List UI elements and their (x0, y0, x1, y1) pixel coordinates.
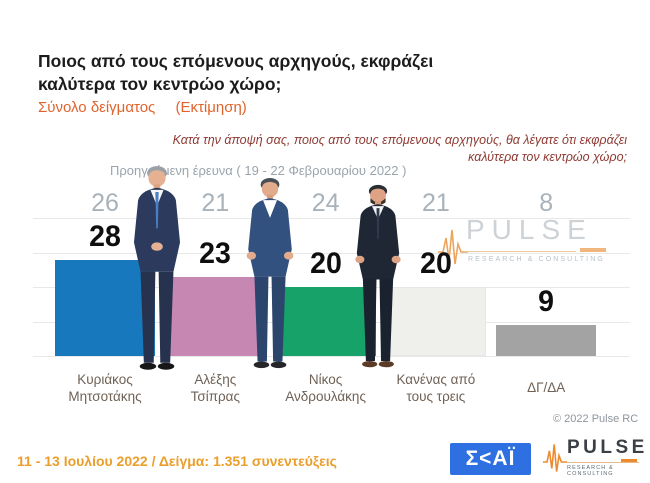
pulse-watermark-word: PULSE (466, 214, 593, 245)
subtitle: Σύνολο δείγματος (Εκτίμηση) (38, 99, 247, 116)
prev-value-androulakis: 24 (311, 189, 340, 217)
category-line: Μητσοτάκης (68, 388, 142, 404)
skai-logo-text: Σ<ΑΪ (465, 447, 516, 470)
category-line: Νίκος (308, 372, 343, 387)
category-label-mitsotakis: Κυριάκος Μητσοτάκης (43, 372, 167, 405)
copyright-note: © 2022 Pulse RC (553, 413, 639, 425)
category-label-dk-na: ΔΓ/ΔΑ (484, 372, 608, 397)
prev-value-tsipras: 21 (201, 189, 230, 217)
bar-mitsotakis (55, 259, 155, 356)
category-line: τους τρεις (406, 388, 466, 404)
survey-question-line1: Κατά την άποψή σας, ποιος από τους επόμε… (172, 133, 627, 147)
subtitle-estimate: (Εκτίμηση) (175, 99, 247, 116)
bar-tsipras (165, 276, 266, 356)
prev-value-none-of-three: 21 (421, 189, 450, 217)
gridline-40 (33, 218, 630, 220)
value-tsipras: 23 (199, 236, 232, 270)
pulse-logo-sub: RESEARCH & CONSULTING (567, 465, 614, 477)
value-mitsotakis: 28 (89, 219, 121, 253)
category-line: Τσίπρας (190, 388, 240, 404)
prev-value-dk-na: 8 (539, 189, 554, 217)
bar-none-of-three (385, 287, 486, 356)
gridline-30 (33, 252, 630, 254)
category-line: Κανένας από (396, 372, 476, 387)
category-line: Αλέξης (194, 372, 237, 387)
pulse-logo-orange-mark (621, 459, 637, 462)
category-line: Κυριάκος (77, 372, 133, 387)
bar-androulakis (275, 287, 376, 356)
category-line: ΔΓ/ΔΑ (527, 380, 566, 395)
category-label-tsipras: Αλέξης Τσίπρας (153, 372, 277, 405)
tsipras-photo (246, 177, 294, 369)
androulakis-photo (355, 184, 401, 368)
pulse-logo-word: PULSE (567, 437, 648, 458)
category-line: Ανδρουλάκης (285, 388, 366, 404)
pulse-watermark-sub: RESEARCH & CONSULTING (468, 256, 605, 263)
mitsotakis-photo (133, 166, 181, 370)
value-dk-na: 9 (538, 285, 555, 319)
previous-survey-note: Προηγούμενη έρευνα ( 19 - 22 Φεβρουαρίου… (110, 163, 407, 178)
category-label-none-of-three: Κανένας από τους τρεις (374, 372, 498, 405)
page-title: Ποιος από τους επόμενους αρχηγούς, εκφρά… (38, 50, 433, 96)
pulse-logo-rule (567, 462, 639, 463)
bar-dk-na (496, 325, 597, 356)
survey-question: Κατά την άποψή σας, ποιος από τους επόμε… (173, 132, 627, 166)
value-none-of-three: 20 (420, 247, 452, 281)
skai-logo: Σ<ΑΪ (450, 443, 531, 475)
title-line1: Ποιος από τους επόμενους αρχηγούς, εκφρά… (38, 51, 434, 71)
pulse-watermark-orange-mark (580, 248, 606, 252)
fieldwork-note: 11 - 13 Ιουλίου 2022 / Δείγμα: 1.351 συν… (17, 453, 337, 469)
pulse-watermark-rule (464, 251, 576, 252)
pulse-ecg-icon (543, 444, 567, 472)
gridline-0 (33, 356, 630, 357)
survey-question-line2: καλύτερα τον κεντρώο χώρο; (468, 150, 627, 164)
pulse-logo: PULSE RESEARCH & CONSULTING (543, 436, 644, 480)
prev-value-mitsotakis: 26 (91, 189, 119, 217)
category-label-androulakis: Νίκος Ανδρουλάκης (264, 372, 388, 405)
subtitle-sample: Σύνολο δείγματος (38, 99, 156, 116)
title-line2: καλύτερα τον κεντρώο χώρο; (38, 74, 282, 94)
pulse-ecg-icon (438, 229, 468, 265)
pulse-watermark: PULSE RESEARCH & CONSULTING (438, 212, 634, 268)
value-androulakis: 20 (309, 247, 342, 281)
